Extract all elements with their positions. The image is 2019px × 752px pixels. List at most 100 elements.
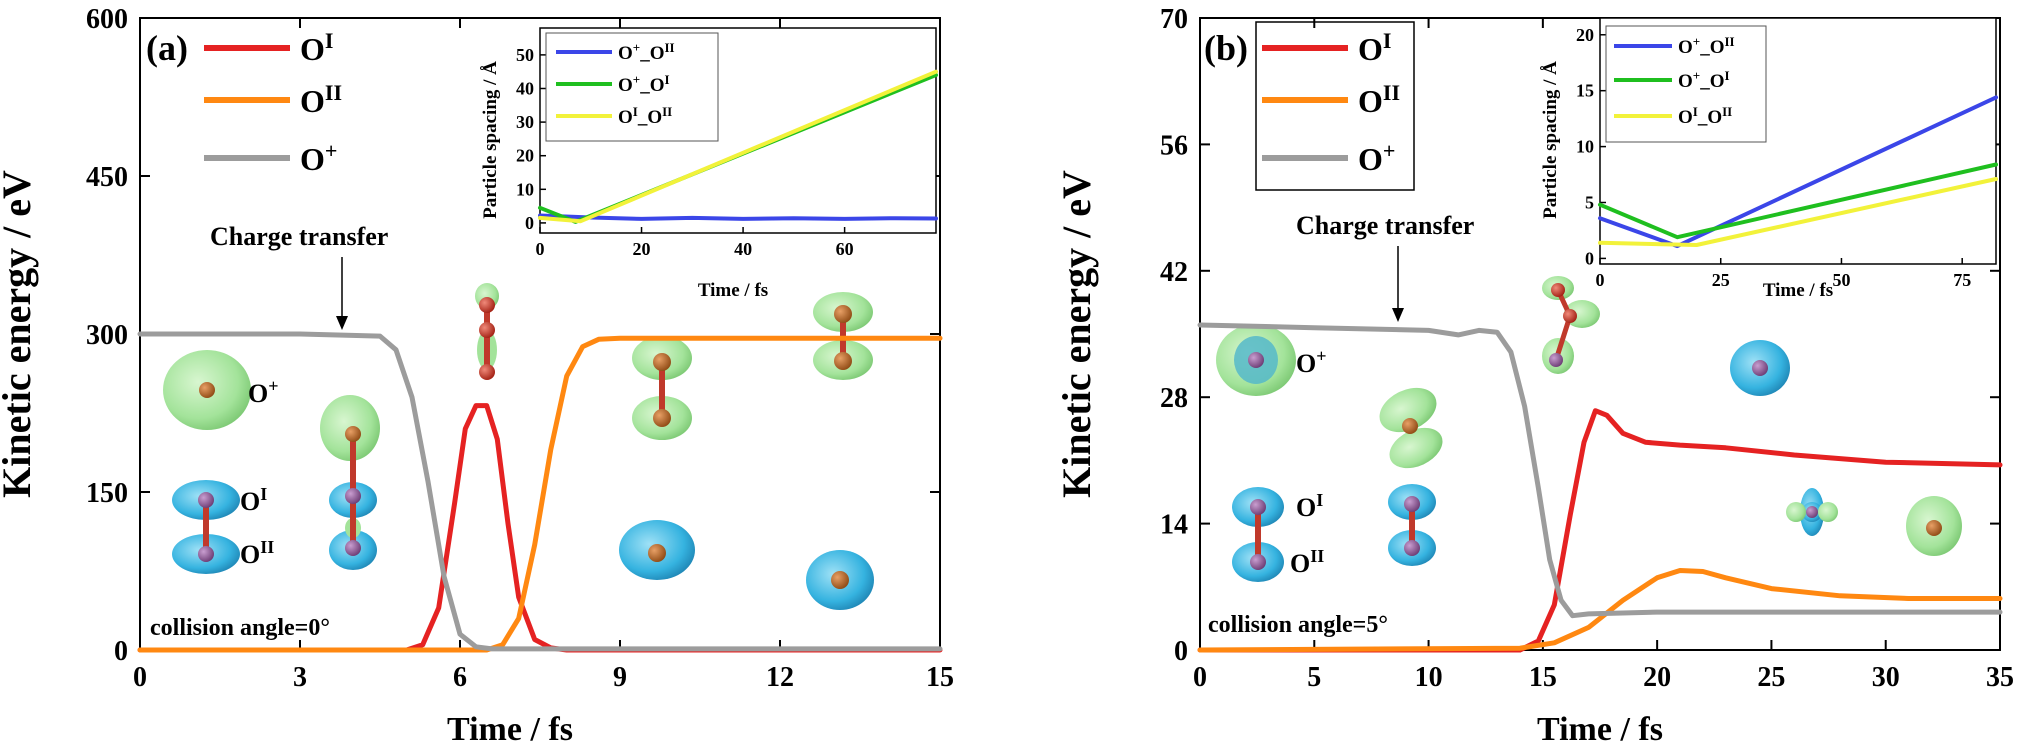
annotation-collision-angle-b: collision angle=5° bbox=[1208, 612, 1388, 638]
inset-y-tick-label: 10 bbox=[516, 179, 534, 199]
inset-y-tick-label: 40 bbox=[516, 78, 534, 98]
inset-xlabel-b: Time / fs bbox=[1763, 280, 1833, 301]
inset-legend-label-green-b: O+_OI bbox=[1678, 68, 1730, 92]
orbital-label-oII-b: OII bbox=[1290, 546, 1324, 578]
inset-series-line-yellow bbox=[538, 69, 938, 224]
inset-y-tick-label: 0 bbox=[525, 213, 534, 233]
xlabel-b: Time / fs bbox=[1537, 711, 1663, 748]
y-tick-label: 450 bbox=[86, 162, 128, 193]
inset-axes-a: 0 20 40 60 0 10 20 30 40 50 bbox=[516, 45, 854, 259]
inset-legend-label-green-a: O+_OI bbox=[618, 72, 670, 96]
inset-series-line-yellow bbox=[1598, 177, 1998, 247]
legend-label-oII-b: OII bbox=[1358, 80, 1400, 119]
inset-x-tick-label: 50 bbox=[1832, 270, 1850, 290]
ylabel-b: Kinetic energy / eV bbox=[1054, 170, 1099, 498]
cross-orbital-b bbox=[1786, 488, 1838, 536]
inset-y-tick-label: 20 bbox=[516, 146, 534, 166]
inset-series-a bbox=[538, 69, 938, 224]
x-tick-label: 6 bbox=[453, 662, 467, 693]
inset-series-line-green bbox=[1598, 162, 1998, 240]
orbital-illustrations-b bbox=[1216, 276, 1962, 582]
orbital-label-oI-b: OI bbox=[1296, 490, 1323, 522]
legend-label-oII-a: OII bbox=[300, 80, 342, 119]
inset-x-tick-label: 40 bbox=[734, 239, 752, 259]
orbital-label-oII-a: OII bbox=[240, 537, 274, 569]
inset-y-tick-label: 15 bbox=[1576, 81, 1594, 101]
x-tick-label: 15 bbox=[926, 662, 954, 693]
charge-transfer-arrowhead-a bbox=[336, 316, 348, 330]
x-tick-label: 5 bbox=[1307, 662, 1321, 693]
green-dimer-a2 bbox=[813, 292, 873, 380]
inset-axes-b: 0 25 50 75 0 5 10 15 20 bbox=[1576, 25, 1971, 290]
o2-molecule-blue-a bbox=[172, 480, 240, 574]
blue-sphere-a2 bbox=[806, 550, 874, 610]
y-tick-label: 14 bbox=[1160, 510, 1188, 541]
inset-y-tick-label: 30 bbox=[516, 112, 534, 132]
y-tick-label: 0 bbox=[114, 636, 128, 667]
inset-ylabel-b: Particle spacing / Å bbox=[1540, 61, 1561, 219]
inset-x-tick-label: 25 bbox=[1712, 270, 1730, 290]
x-tick-label: 25 bbox=[1757, 662, 1785, 693]
xlabel-a: Time / fs bbox=[447, 711, 573, 748]
x-tick-label: 0 bbox=[1193, 662, 1207, 693]
annotation-charge-transfer-a: Charge transfer bbox=[210, 222, 388, 251]
green-dimer-a1 bbox=[632, 336, 692, 440]
x-tick-label: 12 bbox=[766, 662, 794, 693]
series-line-o-i bbox=[1197, 408, 2003, 653]
inset-y-tick-label: 5 bbox=[1585, 193, 1594, 213]
y-tick-label: 56 bbox=[1160, 130, 1188, 161]
y-tick-label: 600 bbox=[86, 4, 128, 35]
ylabel-a: Kinetic energy / eV bbox=[0, 170, 39, 498]
collision-snapshot-a1 bbox=[320, 395, 380, 570]
series-b bbox=[1197, 322, 2003, 653]
x-tick-label: 20 bbox=[1643, 662, 1671, 693]
charge-transfer-arrowhead-b bbox=[1392, 308, 1404, 322]
inset-x-tick-label: 75 bbox=[1953, 270, 1971, 290]
orbital-illustrations-a bbox=[163, 283, 874, 610]
x-tick-label: 35 bbox=[1986, 662, 2014, 693]
inset-a: 0 20 40 60 0 10 20 30 40 50 O+_OII O+_OI OI_OII P… bbox=[480, 27, 938, 301]
inset-legend-b: O+_OII O+_OI OI_OII bbox=[1605, 25, 1767, 143]
legend-label-oplus-a: O+ bbox=[300, 138, 337, 177]
x-tick-label: 30 bbox=[1872, 662, 1900, 693]
series-line-o-i bbox=[137, 403, 943, 653]
blue-sphere-b1 bbox=[1730, 340, 1790, 396]
inset-legend-label-yellow-b: OI_OII bbox=[1678, 104, 1732, 128]
inset-y-tick-label: 10 bbox=[1576, 137, 1594, 157]
inset-series-b bbox=[1598, 95, 1998, 249]
y-tick-label: 150 bbox=[86, 478, 128, 509]
panel-label-b: (b) bbox=[1204, 28, 1248, 68]
panel-label-a: (a) bbox=[146, 28, 188, 68]
inset-b: 0 25 50 75 0 5 10 15 20 O+_OII O+_OI OI_OII Part… bbox=[1540, 17, 1998, 301]
x-tick-label: 10 bbox=[1415, 662, 1443, 693]
inset-x-tick-label: 0 bbox=[536, 239, 545, 259]
x-tick-label: 9 bbox=[613, 662, 627, 693]
legend-label-oplus-b: O+ bbox=[1358, 138, 1395, 177]
y-tick-label: 0 bbox=[1174, 636, 1188, 667]
collision-snapshot-a2 bbox=[475, 283, 499, 380]
legend-label-oI-a: OI bbox=[300, 28, 333, 67]
inset-y-tick-label: 0 bbox=[1585, 248, 1594, 268]
series-line-o-plus bbox=[137, 331, 943, 652]
series-line-o-ii bbox=[1197, 568, 2003, 653]
annotation-collision-angle-a: collision angle=0° bbox=[150, 615, 330, 641]
blue-sphere-a1 bbox=[619, 520, 695, 580]
inset-x-tick-label: 60 bbox=[836, 239, 854, 259]
y-tick-label: 42 bbox=[1160, 257, 1188, 288]
oplus-isosurface-b bbox=[1216, 324, 1296, 396]
blue-dimer-b bbox=[1388, 484, 1436, 566]
o2-molecule-blue-b bbox=[1232, 487, 1284, 582]
inset-legend-a: O+_OII O+_OI OI_OII bbox=[545, 32, 719, 142]
collision-snapshot-b1 bbox=[1542, 276, 1600, 374]
inset-ylabel-a: Particle spacing / Å bbox=[480, 61, 501, 219]
inset-x-tick-label: 0 bbox=[1596, 270, 1605, 290]
y-tick-label: 70 bbox=[1160, 4, 1188, 35]
oplus-atom bbox=[199, 382, 215, 398]
orbital-label-oI-a: OI bbox=[240, 484, 267, 516]
series-a bbox=[137, 331, 943, 653]
orbital-label-oplus-a: O+ bbox=[248, 376, 279, 408]
